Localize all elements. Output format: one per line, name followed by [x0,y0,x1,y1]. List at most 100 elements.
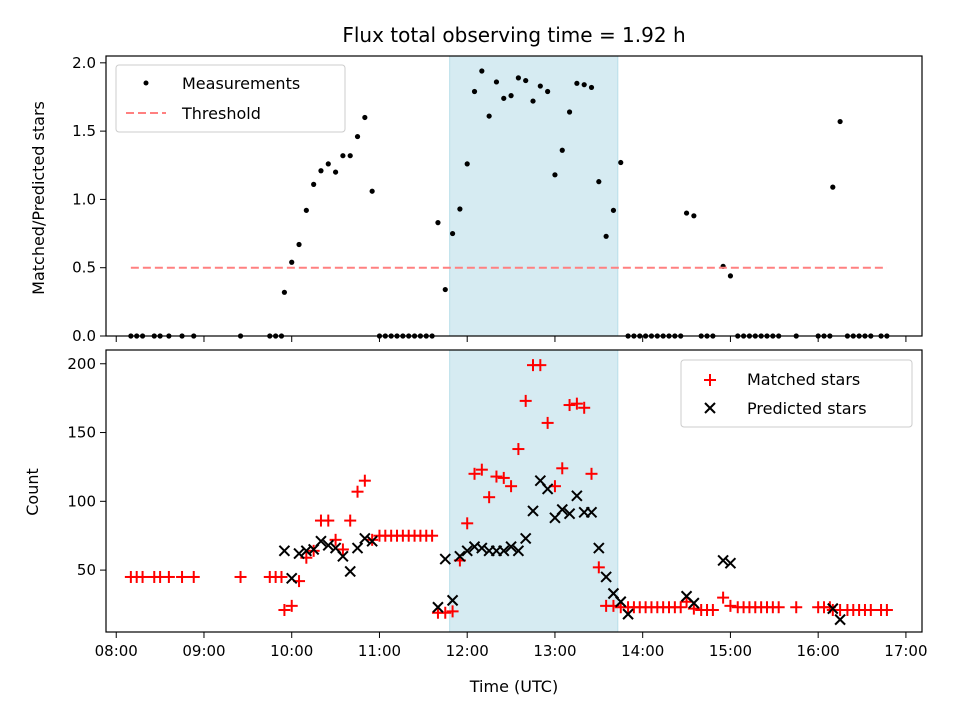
measurement-point [340,153,346,159]
x-tick-label: 14:00 [621,642,664,660]
ratio-panel: 0.00.51.01.52.0 Matched/Predicted stars … [29,54,923,345]
predicted-star-point [359,532,371,545]
matched-star-point [717,591,730,604]
predicted-star-point [527,505,539,517]
predicted-star-point [615,596,627,608]
measurement-point [727,273,734,279]
ratio-y-axis-label: Matched/Predicted stars [29,101,48,295]
matched-star-point [461,517,474,530]
predicted-star-point [446,594,459,607]
measurement-point [537,83,543,89]
measurement-point [303,207,309,213]
matched-star-point [439,606,452,619]
x-tick-label: 10:00 [270,642,313,660]
count-y-ticks: 50 100 150 200 [67,355,106,579]
predicted-star-point [541,483,554,495]
count-y-tick-label: 100 [67,492,96,510]
measurement-point [559,147,565,153]
matched-star-point [790,601,803,614]
legend-matched-label: Matched stars [747,370,860,389]
matched-star-point [162,570,175,583]
measurement-point [311,181,317,187]
x-tick-label: 08:00 [95,642,138,660]
measurement-point [296,241,302,248]
matched-star-point [426,529,439,542]
measurement-point [449,230,456,237]
matched-star-point [278,603,291,616]
measurement-point [347,153,353,159]
measurement-point [618,159,624,166]
legend-measurements-label: Measurements [182,74,300,93]
predicted-star-point [322,539,334,552]
x-tick-label: 13:00 [533,642,576,660]
matched-star-point [592,561,605,574]
matched-star-point [578,401,591,414]
matched-star-point [358,474,371,487]
matched-star-point [680,595,693,608]
predicted-star-point [454,550,466,563]
x-tick-label: 15:00 [709,642,752,660]
matched-star-point [505,480,518,493]
measurement-point [442,286,448,293]
matched-star-point [475,463,488,476]
x-tick-label: 17:00 [884,642,927,660]
ratio-axes-frame [105,55,923,337]
ratio-y-tick-label: 0.0 [72,327,96,345]
ratio-y-ticks: 0.0 0.5 1.0 1.5 2.0 [72,54,106,345]
matched-star-point [880,603,893,616]
measurement-point [596,179,602,185]
predicted-star-point [461,545,473,557]
measurement-point [479,68,485,74]
count-legend-box [680,359,913,428]
matched-star-point [556,462,569,475]
measurement-point [530,98,536,104]
matched-star-point [446,605,459,618]
measurement-point [289,259,295,265]
measurement-point [332,169,339,175]
predicted-star-point [505,541,517,553]
count-y-tick-label: 200 [67,355,96,373]
matched-star-point [687,602,700,615]
count-x-ticks: 08:00 09:00 10:00 11:00 12:00 13:00 14:00 15:00… [95,632,928,660]
predicted-star-point [519,532,532,545]
predicted-star-point [556,503,568,516]
x-tick-label: 12:00 [446,642,489,660]
measurement-point [552,172,558,178]
measurement-point [683,210,690,216]
matched-star-point [187,570,200,583]
x-tick-label: 09:00 [182,642,225,660]
matched-star-point [772,601,785,614]
measurement-point [354,133,361,140]
legend-threshold-label: Threshold [181,104,261,123]
x-axis-label: Time (UTC) [469,677,558,696]
observing-interval-shade-bottom [449,349,619,633]
measurement-point [837,118,843,125]
predicted-star-point [315,535,327,547]
matched-star-point [329,533,342,546]
matched-star-point [674,601,687,614]
count-axes-frame [105,349,923,633]
predicted-star-point [293,547,305,560]
measurement-point [369,188,375,194]
measurement-point [581,82,587,88]
legend-matched-marker [704,374,716,386]
predicted-star-point [688,597,700,609]
predicted-star-point [563,507,576,520]
measurement-point [610,207,617,213]
predicted-star-point [622,608,634,620]
predicted-star-point [585,506,598,519]
matched-star-point [176,570,189,583]
matched-star-point [234,570,247,583]
matched-star-point [563,399,576,412]
measurement-point [325,161,331,167]
measurement-point [603,233,609,239]
count-legend: Matched stars Predicted stars [680,359,913,428]
predicted-star-point [512,545,525,557]
matched-star-point [468,467,481,480]
ratio-legend: Measurements Threshold [115,64,346,133]
matched-star-point [541,416,554,429]
measurement-point [457,206,463,212]
predicted-star-point [571,490,583,502]
matched-star-point [706,603,719,616]
